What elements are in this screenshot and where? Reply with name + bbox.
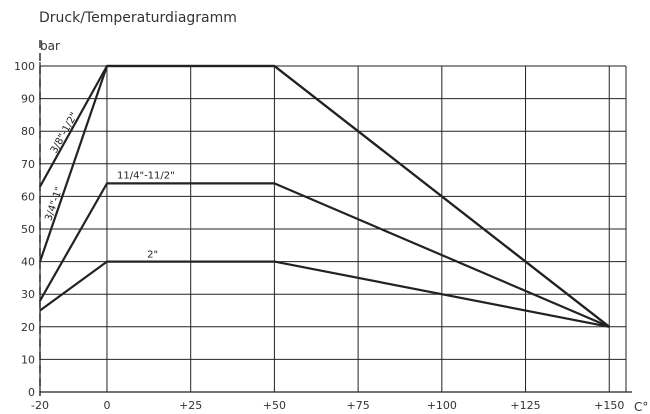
series-labels: 3/8"-1/2" 3/4"-1" 11/4"-11/2" 2" (43, 111, 174, 261)
y-tick-label: 70 (21, 158, 35, 171)
y-axis-unit: bar (40, 39, 60, 53)
y-tick-label: 10 (21, 353, 35, 366)
x-tick-label: +125 (510, 399, 540, 412)
series-label-3-8-1-2: 3/8"-1/2" (49, 111, 80, 156)
x-tick-label: +150 (594, 399, 624, 412)
series-label-2: 2" (147, 250, 158, 261)
y-tick-label: 80 (21, 125, 35, 138)
chart-title: Druck/Temperaturdiagramm (39, 10, 237, 26)
x-tick-label: +50 (263, 399, 286, 412)
y-tick-label: 60 (21, 190, 35, 203)
y-tick-label: 90 (21, 93, 35, 106)
series-lines (38, 64, 610, 328)
x-tick-label: +75 (347, 399, 370, 412)
x-axis-unit: C° (634, 400, 648, 414)
y-tick-label: 20 (21, 321, 35, 334)
y-tick-label: 100 (14, 60, 35, 73)
y-tick-label: 40 (21, 256, 35, 269)
series-line (38, 64, 610, 328)
y-tick-label: 0 (28, 386, 35, 399)
series-line (39, 182, 610, 328)
y-tick-label: 30 (21, 288, 35, 301)
x-tick-label: +25 (179, 399, 202, 412)
series-line (39, 260, 610, 328)
grid (40, 65, 627, 393)
y-tick-label: 50 (21, 223, 35, 236)
axes (39, 40, 632, 396)
series-label-11-4-11-2: 11/4"-11/2" (117, 170, 175, 181)
x-tick-label: 0 (103, 399, 110, 412)
x-tick-label: -20 (31, 399, 49, 412)
series-label-3-4-1: 3/4"-1" (43, 186, 65, 223)
x-tick-label: +100 (427, 399, 457, 412)
